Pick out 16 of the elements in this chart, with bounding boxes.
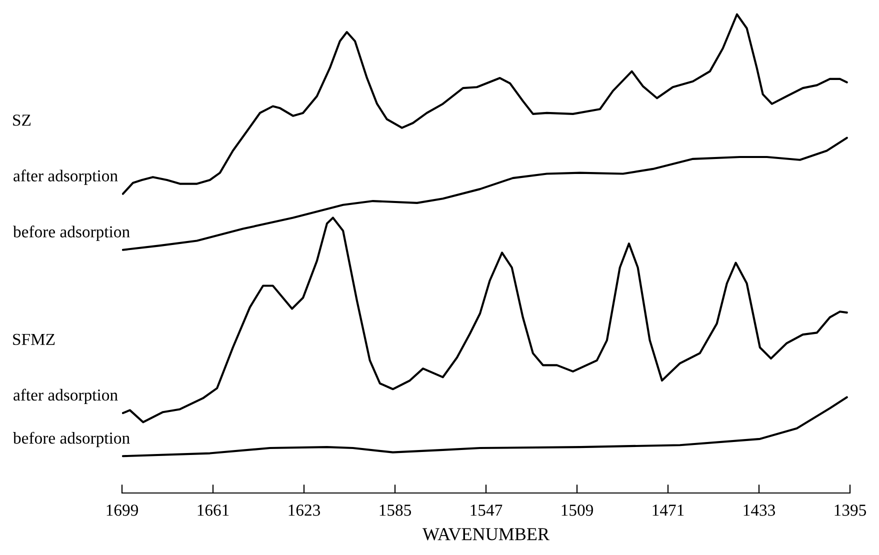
x-tick-label: 1395 (834, 504, 866, 516)
text: SFMZ (13, 334, 55, 346)
series-label: before adsorption (13, 226, 130, 241)
x-tick-label: 1471 (652, 504, 684, 516)
series-label: before adsorption (13, 432, 130, 448)
series-label: after adsorption (14, 170, 118, 185)
x-tick-label: 1433 (744, 504, 776, 516)
x-tick-label: 1661 (198, 504, 229, 516)
series-label: after adsorption (14, 388, 118, 404)
x-tick-label: 1585 (380, 504, 412, 516)
x-tick-label: 1547 (470, 504, 502, 516)
x-tick-label: 1699 (106, 504, 138, 516)
text: SZ (13, 114, 31, 126)
x-tick-label: 1623 (288, 504, 320, 516)
x-axis-title: WAVENUMBER (422, 528, 550, 540)
x-tick-label: 1509 (562, 504, 593, 516)
